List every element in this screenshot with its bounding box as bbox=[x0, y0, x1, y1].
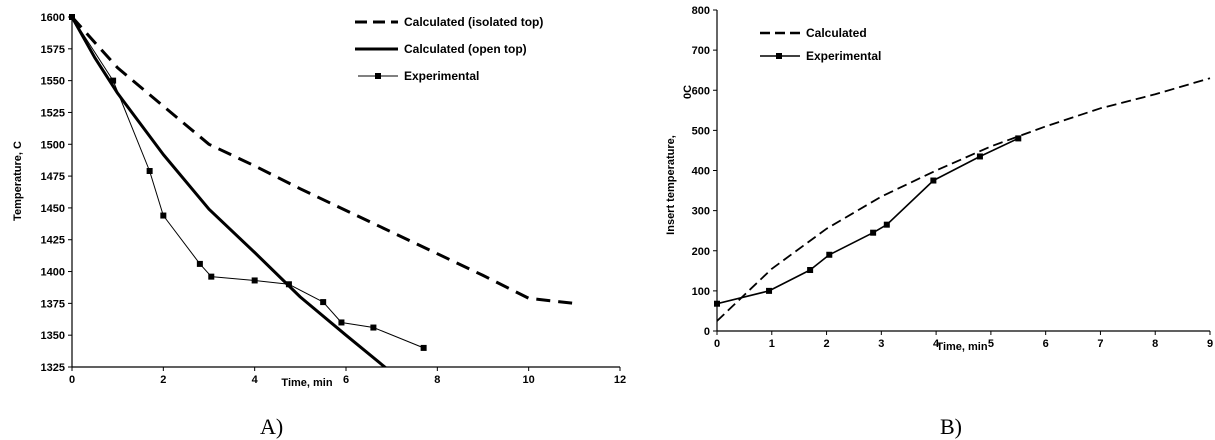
chart-a-series bbox=[69, 14, 575, 367]
chart-a-y-tick-label: 1550 bbox=[41, 76, 65, 88]
chart-a-y-tick-label: 1475 bbox=[41, 171, 65, 183]
chart-b-x-tick-label: 8 bbox=[1152, 338, 1158, 350]
chart-a-point-experimental bbox=[110, 77, 117, 84]
chart-b-x-tick-label: 3 bbox=[878, 338, 884, 350]
chart-b-y-tick-label: 500 bbox=[692, 125, 710, 137]
chart-b-legend-marker-experimental bbox=[776, 53, 782, 59]
chart-b-x-tick-label: 7 bbox=[1097, 338, 1103, 350]
chart-a-x-axis-label: Time, min bbox=[281, 377, 332, 389]
chart-b-point-experimental bbox=[930, 177, 937, 184]
chart-b-y-tick-label: 0 bbox=[704, 326, 710, 338]
chart-b-y-axis-unit: 0C bbox=[682, 85, 694, 99]
chart-b-y-tick-label: 300 bbox=[692, 206, 710, 218]
chart-b-point-experimental bbox=[826, 251, 833, 258]
chart-a-y-tick-label: 1575 bbox=[41, 44, 65, 56]
chart-a-x-tick-label: 10 bbox=[523, 374, 535, 386]
chart-a-y-tick-label: 1500 bbox=[41, 139, 65, 151]
chart-a-point-experimental bbox=[338, 319, 345, 326]
chart-b-x-tick-label: 5 bbox=[988, 338, 994, 350]
chart-a-panel-label: A) bbox=[260, 414, 283, 439]
chart-a-point-experimental bbox=[146, 168, 153, 174]
chart-a-x-tick-label: 4 bbox=[252, 374, 259, 386]
chart-a-y-tick-label: 1375 bbox=[41, 298, 65, 310]
chart-a-series-experimental bbox=[72, 16, 424, 349]
chart-a-legend-label-open: Calculated (open top) bbox=[404, 42, 527, 56]
chart-b-x-tick-label: 2 bbox=[823, 338, 829, 350]
chart-a-point-experimental bbox=[420, 344, 427, 351]
chart-b-y-tick-label: 400 bbox=[692, 166, 710, 178]
chart-b-x-tick-label: 4 bbox=[933, 338, 940, 350]
chart-b-legend: Calculated Experimental bbox=[760, 26, 881, 63]
chart-a-point-experimental bbox=[370, 324, 377, 331]
chart-b-x-tick-label: 1 bbox=[769, 338, 775, 350]
chart-b-y-tick-label: 800 bbox=[692, 5, 710, 17]
chart-a-point-experimental bbox=[285, 281, 292, 288]
chart-b-point-experimental bbox=[1015, 135, 1022, 142]
chart-a-x-tick-label: 2 bbox=[160, 374, 166, 386]
chart-b-x-tick-label: 0 bbox=[714, 338, 720, 350]
chart-b: 0 100 200 300 400 500 600 700 800 0 1 2 3 4 5 6 7 8 9 Tim… bbox=[665, 5, 1213, 439]
chart-a-legend-label-isolated: Calculated (isolated top) bbox=[404, 15, 543, 29]
chart-a-series-calculated-open-top bbox=[72, 16, 388, 367]
chart-b-x-tick-label: 6 bbox=[1043, 338, 1049, 350]
chart-a-y-ticks: 1325 1350 1375 1400 1425 1450 1475 1500 1525 1550… bbox=[41, 12, 72, 374]
chart-b-point-experimental bbox=[807, 267, 814, 274]
chart-b-y-tick-label: 100 bbox=[692, 286, 710, 298]
chart-a-x-tick-label: 0 bbox=[69, 374, 75, 386]
chart-a-legend-marker-experimental bbox=[375, 73, 381, 79]
chart-a-x-ticks: 0 2 4 6 8 10 12 bbox=[69, 367, 626, 386]
chart-b-x-ticks: 0 1 2 3 4 5 6 7 8 9 bbox=[714, 331, 1213, 350]
chart-a-point-experimental bbox=[208, 273, 215, 280]
chart-a-series-calculated-isolated-top bbox=[72, 16, 575, 305]
chart-b-series bbox=[714, 77, 1211, 322]
chart-b-point-experimental bbox=[976, 153, 983, 160]
chart-a-y-tick-label: 1600 bbox=[41, 12, 65, 24]
chart-a-y-tick-label: 1450 bbox=[41, 203, 65, 215]
chart-a-y-axis-label: Temperature, C bbox=[12, 141, 24, 221]
chart-b-y-tick-label: 600 bbox=[692, 85, 710, 97]
chart-a-point-experimental bbox=[69, 14, 75, 20]
chart-b-point-experimental bbox=[766, 287, 773, 294]
chart-b-x-axis-label: Time, min bbox=[936, 341, 987, 353]
chart-a-y-tick-label: 1350 bbox=[41, 330, 65, 342]
chart-b-y-ticks: 0 100 200 300 400 500 600 700 800 bbox=[692, 5, 717, 338]
chart-a-y-tick-label: 1425 bbox=[41, 235, 65, 247]
chart-a-y-tick-label: 1400 bbox=[41, 267, 65, 279]
chart-b-legend-label-calculated: Calculated bbox=[806, 26, 867, 40]
chart-b-series-calculated bbox=[717, 77, 1211, 322]
chart-b-y-tick-label: 700 bbox=[692, 45, 710, 57]
chart-b-x-tick-label: 9 bbox=[1207, 338, 1213, 350]
chart-b-point-experimental bbox=[870, 229, 877, 236]
chart-b-y-tick-label: 200 bbox=[692, 246, 710, 258]
chart-a-point-experimental bbox=[251, 277, 258, 284]
chart-a-legend-label-experimental: Experimental bbox=[404, 69, 479, 83]
chart-a-point-experimental bbox=[196, 260, 203, 267]
chart-a-legend: Calculated (isolated top) Calculated (op… bbox=[355, 15, 543, 83]
chart-a-point-experimental bbox=[160, 212, 167, 219]
chart-b-point-experimental bbox=[714, 300, 720, 307]
chart-a-y-tick-label: 1525 bbox=[41, 107, 65, 119]
chart-b-y-axis-label: Insert temperature, bbox=[665, 135, 677, 235]
chart-a-point-experimental bbox=[320, 299, 327, 306]
chart-b-panel-label: B) bbox=[940, 414, 962, 439]
chart-a-x-tick-label: 8 bbox=[434, 374, 440, 386]
chart-a: 1325 1350 1375 1400 1425 1450 1475 1500 1525 1550… bbox=[12, 12, 626, 439]
chart-b-point-experimental bbox=[883, 221, 890, 228]
chart-a-y-tick-label: 1325 bbox=[41, 362, 65, 374]
chart-a-x-tick-label: 6 bbox=[343, 374, 349, 386]
chart-a-x-tick-label: 12 bbox=[614, 374, 626, 386]
chart-b-legend-label-experimental: Experimental bbox=[806, 49, 881, 63]
